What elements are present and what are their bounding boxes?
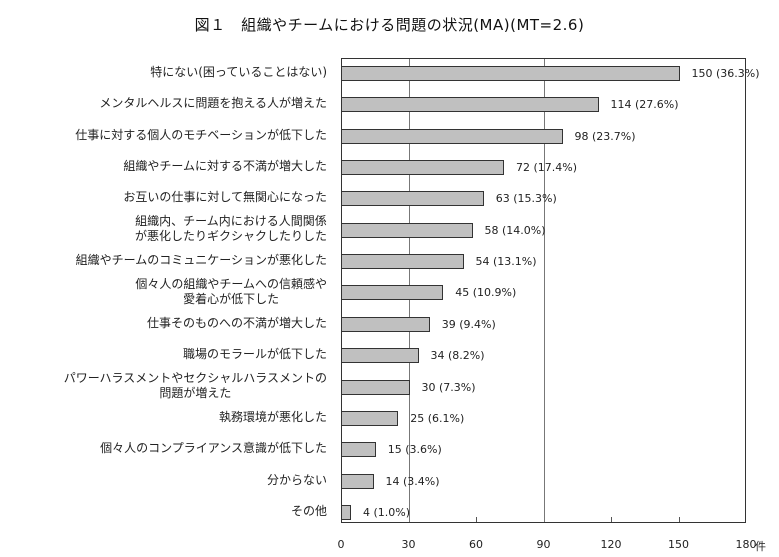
- bar: [341, 254, 464, 270]
- category-label-line: その他: [290, 503, 327, 518]
- category-label-line: 組織やチームのコミュニケーションが悪化した: [75, 253, 327, 268]
- bar: [341, 160, 504, 176]
- bar-value-label: 54 (13.1%): [475, 255, 537, 269]
- category-label: 仕事に対する個人のモチベーションが低下した: [75, 128, 327, 143]
- bar-value-label: 114 (27.6%): [610, 98, 679, 112]
- category-label-line: 特にない(困っていることはない): [150, 65, 327, 79]
- bar: [341, 504, 351, 520]
- bar: [341, 128, 563, 144]
- category-label: パワーハラスメントやセクシャルハラスメントの 問題が増えた: [64, 371, 327, 401]
- category-label: 組織やチームのコミュニケーションが悪化した: [76, 253, 327, 268]
- category-label-line: 仕事そのものへの不満が増大した: [146, 315, 327, 330]
- bar-value-label: 39 (9.4%): [441, 317, 496, 331]
- bar-value-label: 45 (10.9%): [455, 286, 517, 300]
- category-label-line: 個々人の組織やチームへの信頼感や: [135, 276, 327, 291]
- category-label: 分からない: [267, 473, 327, 488]
- category-label-line: お互いの仕事に対して無関心になった: [123, 190, 327, 205]
- category-label-line: 職場のモラールが低下した: [182, 347, 327, 362]
- category-label-line: 問題が増えた: [159, 386, 232, 400]
- x-tick-label: 120: [600, 538, 622, 551]
- bar: [341, 473, 374, 489]
- bar: [341, 410, 399, 426]
- category-label: 個々人のコンプライアンス意識が低下した: [100, 441, 327, 456]
- category-label: その他: [291, 504, 327, 519]
- x-tick-label: 180: [735, 538, 757, 551]
- chart-title: 図１ 組織やチームにおける問題の状況(MA)(MT=2.6): [194, 16, 585, 34]
- category-label-line: 執務環境が悪化した: [218, 409, 327, 424]
- bar: [341, 222, 473, 238]
- bar: [341, 97, 599, 113]
- bar: [341, 66, 680, 81]
- category-label: 仕事そのものへの不満が増大した: [147, 316, 327, 331]
- category-label: 組織内、チーム内における人間関係 が悪化したりギクシャクしたりした: [135, 214, 327, 244]
- x-axis-unit: 件: [755, 540, 766, 553]
- bar-value-label: 4 (1.0%): [363, 505, 411, 519]
- category-label-line: 仕事に対する個人のモチベーションが低下した: [75, 127, 327, 142]
- category-label: 特にない(困っていることはない): [150, 65, 327, 80]
- category-label: 執務環境が悪化した: [219, 410, 327, 425]
- bar: [341, 285, 444, 301]
- category-label-line: が悪化したりギクシャクしたりした: [134, 229, 327, 244]
- x-tick-label: 60: [469, 538, 483, 551]
- bar: [341, 316, 430, 332]
- category-label-line: 分からない: [266, 472, 327, 487]
- bar-value-label: 30 (7.3%): [421, 380, 476, 394]
- bar-value-label: 14 (3.4%): [385, 474, 440, 488]
- bar-value-label: 63 (15.3%): [495, 192, 557, 206]
- x-tick-mark: [611, 517, 612, 522]
- category-label: 組織やチームに対する不満が増大した: [123, 159, 327, 174]
- bar-value-label: 15 (3.6%): [387, 443, 442, 457]
- bar-value-label: 25 (6.1%): [410, 411, 465, 425]
- category-label-line: 愛着心が低下した: [183, 291, 280, 306]
- bar-value-label: 98 (23.7%): [574, 129, 636, 143]
- bar-value-label: 58 (14.0%): [484, 223, 546, 237]
- x-tick-label: 30: [401, 538, 416, 551]
- gridline-90: [543, 59, 545, 522]
- category-label: メンタルヘルスに問題を抱える人が増えた: [99, 96, 327, 111]
- category-label-line: メンタルヘルスに問題を抱える人が増えた: [99, 96, 327, 111]
- category-label: 職場のモラールが低下した: [183, 347, 327, 362]
- bar-value-label: 34 (8.2%): [430, 349, 485, 363]
- x-tick-mark: [476, 517, 477, 522]
- bar: [341, 191, 484, 207]
- bar-value-label: 72 (17.4%): [516, 161, 578, 175]
- plot-area: 150 (36.3%) 114 (27.6%) 98 (23.7%) 72 (17.4…: [341, 58, 760, 523]
- x-tick-label: 0: [337, 538, 345, 551]
- bar-value-label: 150 (36.3%): [691, 67, 760, 80]
- category-label-line: 組織やチームに対する不満が増大した: [123, 159, 327, 174]
- bar: [341, 348, 419, 364]
- x-tick-label: 90: [536, 538, 551, 551]
- category-label-line: パワーハラスメントやセクシャルハラスメントの: [63, 371, 327, 385]
- category-label-line: 組織内、チーム内における人間関係: [135, 214, 327, 229]
- x-tick-mark: [678, 517, 680, 522]
- category-label: お互いの仕事に対して無関心になった: [123, 190, 327, 205]
- x-tick-label: 150: [668, 538, 689, 551]
- category-label-line: 個々人のコンプライアンス意識が低下した: [100, 441, 327, 456]
- category-label: 個々人の組織やチームへの信頼感や 愛着心が低下した: [135, 277, 327, 307]
- bar: [341, 379, 410, 395]
- bar: [341, 442, 376, 458]
